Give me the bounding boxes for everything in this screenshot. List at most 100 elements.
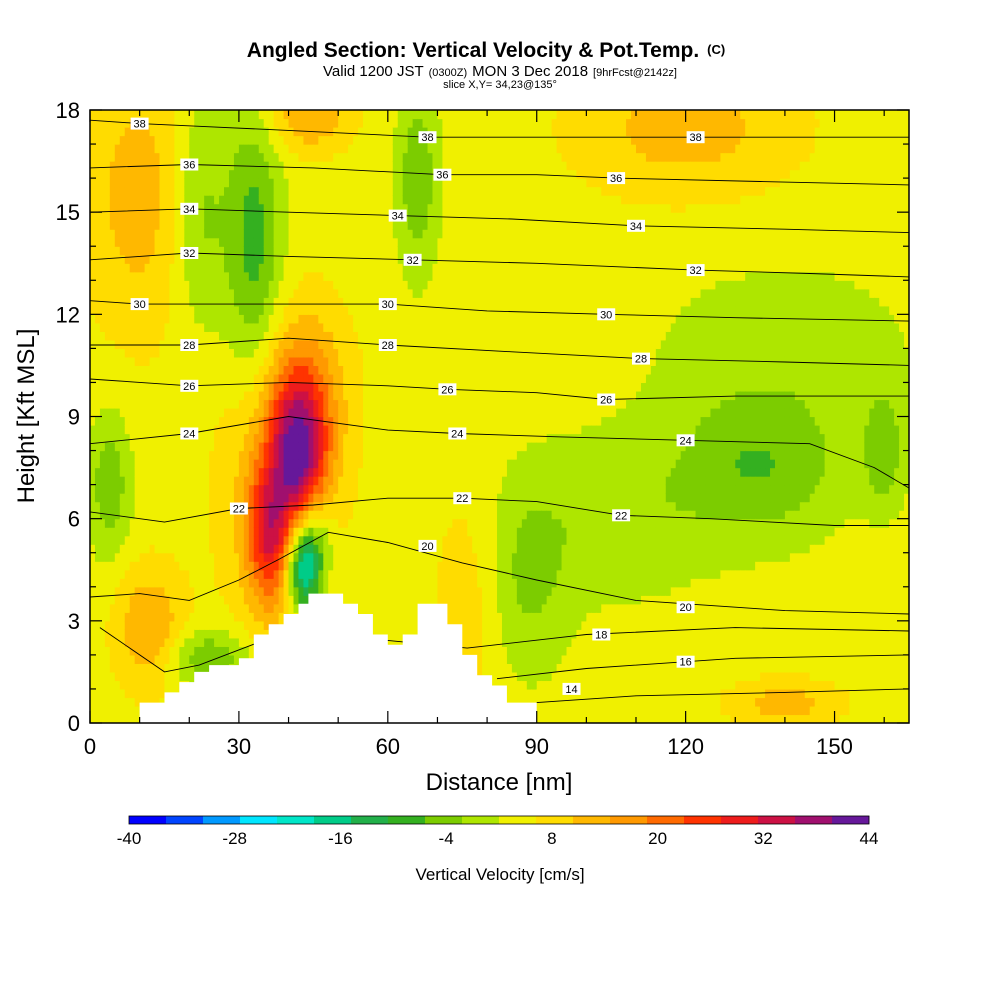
heat-cell <box>204 373 210 384</box>
heat-cell <box>298 178 305 188</box>
heat-cell <box>392 407 399 418</box>
heat-cell <box>189 144 195 154</box>
heat-cell <box>273 331 280 341</box>
heat-cell <box>328 169 334 179</box>
heat-cell <box>303 288 309 298</box>
heat-cell <box>382 510 389 520</box>
heat-cell <box>298 552 305 562</box>
heat-cell <box>248 178 255 188</box>
heat-cell <box>268 399 275 409</box>
heat-cell <box>353 467 359 477</box>
heat-cell <box>253 161 260 171</box>
heat-cell <box>288 459 295 469</box>
heat-cell <box>224 144 230 154</box>
heat-cell <box>427 425 434 435</box>
heat-cell <box>124 688 131 699</box>
heat-cell <box>184 297 190 307</box>
heat-cell <box>338 390 344 401</box>
heat-cell <box>343 390 349 401</box>
heat-cell <box>228 433 235 443</box>
heat-cell <box>189 646 195 656</box>
heat-cell <box>263 331 270 341</box>
heat-cell <box>204 178 210 188</box>
heat-cell <box>209 612 215 622</box>
heat-cell <box>164 552 171 562</box>
heat-cell <box>99 561 106 571</box>
heat-cell <box>159 305 166 315</box>
heat-cell <box>422 527 429 537</box>
heat-cell <box>159 654 166 664</box>
heat-cell <box>233 484 240 494</box>
heat-cell <box>179 186 185 196</box>
heat-cell <box>358 416 364 426</box>
heat-cell <box>318 263 324 273</box>
heat-cell <box>169 288 175 298</box>
heat-cell <box>248 144 255 154</box>
heat-cell <box>224 535 230 545</box>
heat-cell <box>377 442 384 452</box>
heat-cell <box>159 595 166 605</box>
heat-cell <box>278 271 285 281</box>
heat-cell <box>343 493 349 503</box>
heat-cell <box>313 314 319 324</box>
heat-cell <box>189 450 195 460</box>
heat-cell <box>159 203 166 213</box>
heat-cell <box>258 612 265 622</box>
heat-cell <box>407 493 414 503</box>
heat-cell <box>263 169 270 179</box>
heat-cell <box>313 297 319 307</box>
heat-cell <box>392 229 399 239</box>
heat-cell <box>367 467 374 477</box>
heat-cell <box>273 186 280 196</box>
heat-cell <box>114 450 121 460</box>
heat-cell <box>293 493 300 503</box>
heat-cell <box>273 195 280 205</box>
heat-cell <box>243 450 250 460</box>
heat-cell <box>392 144 399 154</box>
heat-cell <box>338 339 344 349</box>
heat-cell <box>417 220 424 230</box>
heat-cell <box>224 229 230 239</box>
heat-cell <box>318 195 324 205</box>
heat-cell <box>268 552 275 562</box>
heat-cell <box>114 646 121 656</box>
heat-cell <box>109 390 116 401</box>
heat-cell <box>367 169 374 179</box>
heat-cell <box>214 544 220 554</box>
heat-cell <box>318 390 324 401</box>
heat-cell <box>382 186 389 196</box>
heat-cell <box>99 467 106 477</box>
heat-cell <box>194 637 200 647</box>
heat-cell <box>417 390 424 401</box>
heat-cell <box>94 501 101 511</box>
heat-cell <box>397 442 404 452</box>
heat-cell <box>124 373 131 384</box>
heat-cell <box>372 220 379 230</box>
heat-cell <box>159 186 166 196</box>
heat-cell <box>318 535 324 545</box>
heat-cell <box>333 178 339 188</box>
heat-cell <box>323 127 329 137</box>
heat-cell <box>199 450 205 460</box>
heat-cell <box>243 535 250 545</box>
heat-cell <box>119 314 126 324</box>
heat-cell <box>94 263 101 273</box>
heat-cell <box>407 169 414 179</box>
heat-cell <box>90 229 96 239</box>
heat-cell <box>427 510 434 520</box>
heat-cell <box>90 212 96 222</box>
heat-cell <box>238 493 245 503</box>
heat-cell <box>348 305 354 315</box>
heat-cell <box>179 569 185 579</box>
heat-cell <box>243 152 250 162</box>
heat-cell <box>318 322 324 332</box>
heat-cell <box>209 493 215 503</box>
heat-cell <box>323 501 329 511</box>
heat-cell <box>104 314 111 324</box>
heat-cell <box>209 229 215 239</box>
heat-cell <box>358 186 364 196</box>
heat-cell <box>358 169 364 179</box>
heat-cell <box>412 467 419 477</box>
heat-cell <box>129 637 136 647</box>
heat-cell <box>219 484 225 494</box>
